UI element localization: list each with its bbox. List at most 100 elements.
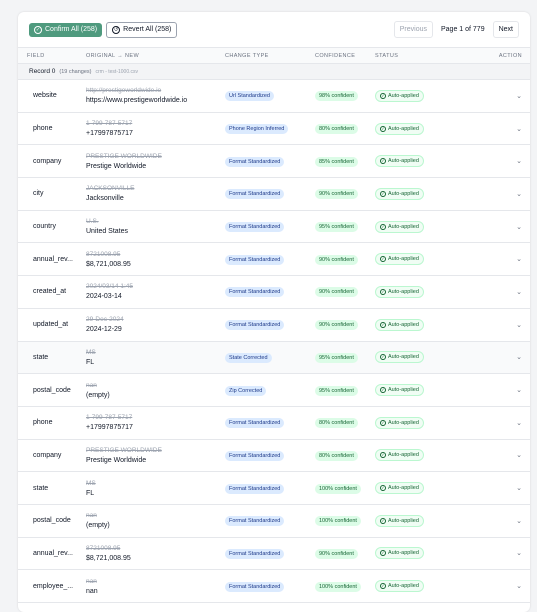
value-change: MS FL (86, 349, 96, 366)
status-badge: ✓ Auto-applied (375, 318, 424, 331)
status-badge: ✓ Auto-applied (375, 122, 424, 135)
expand-chevron[interactable]: ⌄ (516, 158, 522, 166)
status-cell: ✓ Auto-applied (375, 580, 424, 593)
expand-chevron[interactable]: ⌄ (516, 452, 522, 460)
value-change: 2024/03/14 1:45 2024-03-14 (86, 283, 133, 300)
change-row[interactable]: city JACKSONVILLE Jacksonville Format Stand… (18, 178, 530, 211)
change-row[interactable]: website http://prestigeworldwide.io https:… (18, 80, 530, 113)
expand-chevron[interactable]: ⌄ (516, 190, 522, 198)
field-name: city (33, 190, 44, 198)
change-type-cell: Format Standardized (225, 418, 285, 429)
confidence-badge: 100% confident (315, 516, 361, 527)
status-badge: ✓ Auto-applied (375, 449, 424, 462)
value-change: nan nan (86, 578, 98, 595)
confidence-badge: 95% confident (315, 222, 358, 233)
original-value: U.S. (86, 218, 99, 226)
expand-chevron[interactable]: ⌄ (516, 125, 522, 133)
expand-chevron[interactable]: ⌄ (516, 288, 522, 296)
change-row[interactable]: employee_... nan nan Format Standardized 100… (18, 570, 530, 603)
change-type-badge: Format Standardized (225, 516, 285, 527)
change-row[interactable]: state MS FL Format Standardized 100% confide… (18, 472, 530, 505)
status-cell: ✓ Auto-applied (375, 351, 424, 364)
column-header: FIELD (27, 52, 45, 59)
expand-chevron[interactable]: ⌄ (516, 354, 522, 362)
change-type-cell: Format Standardized (225, 581, 285, 592)
field-name: annual_rev... (33, 255, 73, 263)
confidence-cell: 80% confident (315, 124, 358, 135)
status-cell: ✓ Auto-applied (375, 122, 424, 135)
change-type-badge: Format Standardized (225, 581, 285, 592)
change-row[interactable]: company PRESTIGE WORLDWIDE Prestige Worldw… (18, 145, 530, 179)
expand-chevron[interactable]: ⌄ (516, 485, 522, 493)
confidence-badge: 80% confident (315, 124, 358, 135)
expand-chevron[interactable]: ⌄ (516, 256, 522, 264)
value-change: 29-Dec-2024 2024-12-29 (86, 316, 124, 333)
change-type-cell: Format Standardized (225, 320, 285, 331)
expand-chevron[interactable]: ⌄ (516, 517, 522, 525)
change-type-badge: Format Standardized (225, 450, 285, 461)
change-row[interactable]: annual_rev... 8721008.95 $8,721,008.95 Form… (18, 538, 530, 571)
status-cell: ✓ Auto-applied (375, 285, 424, 298)
expand-chevron[interactable]: ⌄ (516, 223, 522, 231)
change-type-badge: Format Standardized (225, 418, 285, 429)
change-type-cell: Format Standardized (225, 287, 285, 298)
confidence-cell: 100% confident (315, 581, 361, 592)
previous-button[interactable]: Previous (393, 21, 433, 38)
change-type-badge: Format Standardized (225, 320, 285, 331)
change-row[interactable]: annual_rev... 8721008.95 $8,721,008.95 Form… (18, 243, 530, 277)
expand-chevron[interactable]: ⌄ (516, 419, 522, 427)
expand-chevron[interactable]: ⌄ (516, 92, 522, 100)
status-cell: ✓ Auto-applied (375, 318, 424, 331)
status-text: Auto-applied (388, 419, 419, 426)
column-header: ACTION (498, 52, 522, 59)
confidence-badge: 90% confident (315, 254, 358, 265)
status-text: Auto-applied (388, 321, 419, 328)
new-value: 2024-12-29 (86, 326, 122, 334)
change-type-cell: Format Standardized (225, 516, 285, 527)
check-icon: ✓ (380, 158, 386, 165)
original-value: nan (86, 381, 97, 389)
change-row[interactable]: phone 1-799-787-5717 +17997875717 Phone Reg… (18, 113, 530, 146)
field-name: company (33, 157, 62, 165)
table-body: website http://prestigeworldwide.io https:… (18, 80, 530, 603)
status-text: Auto-applied (388, 125, 419, 132)
change-type-badge: Format Standardized (225, 287, 285, 298)
change-row[interactable]: country U.S. United States Format Standardi… (18, 211, 530, 244)
confidence-cell: 95% confident (315, 222, 358, 233)
change-row[interactable]: phone 1-799-787-5717 +17997875717 Format St… (18, 407, 530, 440)
change-row[interactable]: created_at 2024/03/14 1:45 2024-03-14 Forma… (18, 276, 530, 309)
original-value: 8721008.95 (86, 250, 121, 258)
new-value: Prestige Worldwide (86, 456, 147, 464)
change-row[interactable]: postal_code nan (empty) Format Standardized… (18, 505, 530, 538)
change-row[interactable]: postal_code nan (empty) Zip Corrected 95% co… (18, 374, 530, 407)
confirm-all-button[interactable]: ✓ Confirm All (258) (29, 22, 103, 37)
status-badge: ✓ Auto-applied (375, 580, 424, 593)
original-value: 29-Dec-2024 (86, 316, 124, 324)
check-icon: ✓ (380, 223, 386, 230)
expand-chevron[interactable]: ⌄ (516, 583, 522, 591)
change-type-badge: State Corrected (225, 352, 272, 363)
change-row[interactable]: updated_at 29-Dec-2024 2024-12-29 Format St… (18, 309, 530, 342)
confidence-cell: 90% confident (315, 320, 358, 331)
record-title: Record 0 (29, 68, 56, 75)
next-button[interactable]: Next (492, 21, 519, 38)
status-cell: ✓ Auto-applied (375, 416, 424, 429)
confidence-cell: 80% confident (315, 418, 358, 429)
value-change: http://prestigeworldwide.io https://www.p… (86, 87, 187, 104)
status-badge: ✓ Auto-applied (375, 416, 424, 429)
revert-all-button[interactable]: ↺ Revert All (258) (106, 21, 178, 38)
status-badge: ✓ Auto-applied (375, 482, 424, 495)
confidence-cell: 90% confident (315, 254, 358, 265)
expand-chevron[interactable]: ⌄ (516, 321, 522, 329)
change-type-badge: Phone Region Inferred (225, 124, 289, 135)
status-text: Auto-applied (388, 223, 419, 230)
expand-chevron[interactable]: ⌄ (516, 387, 522, 395)
status-cell: ✓ Auto-applied (375, 384, 424, 397)
new-value: FL (86, 489, 95, 497)
expand-chevron[interactable]: ⌄ (516, 550, 522, 558)
check-icon: ✓ (380, 92, 386, 99)
change-row[interactable]: state MS FL State Corrected 95% confident ✓ Au… (18, 341, 530, 375)
confidence-badge: 100% confident (315, 483, 361, 494)
record-group[interactable]: Record 0 (19 changes) crm - test-1000.cs… (18, 64, 530, 80)
change-row[interactable]: company PRESTIGE WORLDWIDE Prestige Worldw… (18, 440, 530, 473)
